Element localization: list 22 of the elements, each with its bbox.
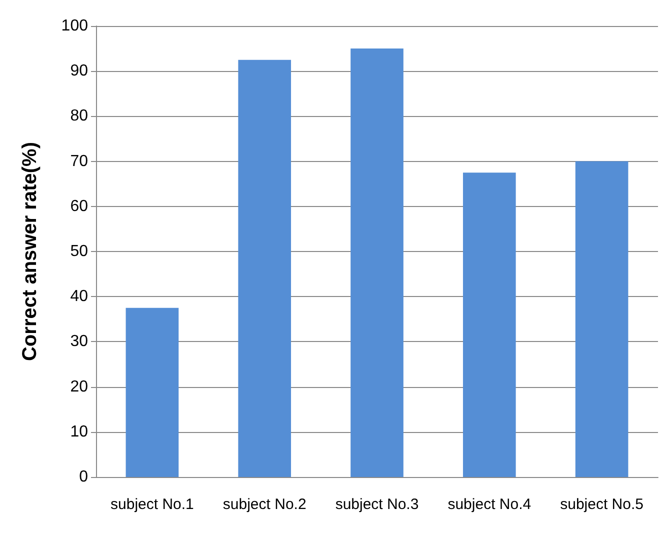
y-tick-label: 30 xyxy=(70,333,88,350)
y-axis-title: Correct answer rate(%) xyxy=(19,142,41,361)
y-tick-label: 40 xyxy=(70,288,88,306)
x-tick-label: subject No.4 xyxy=(448,496,532,513)
x-tick-label: subject No.1 xyxy=(110,496,194,513)
bar xyxy=(575,161,628,477)
y-tick-label: 80 xyxy=(70,108,88,125)
y-tick-label: 0 xyxy=(79,468,88,486)
bar xyxy=(462,172,516,477)
bar xyxy=(350,48,404,477)
y-tick-label: 70 xyxy=(70,152,88,170)
y-tick-label: 90 xyxy=(70,62,88,80)
x-tick-label: subject No.5 xyxy=(560,496,644,513)
y-tick-label: 60 xyxy=(70,198,88,215)
x-tick-label: subject No.2 xyxy=(222,496,306,513)
bar xyxy=(238,60,292,477)
bar xyxy=(126,308,179,477)
y-tick-label: 50 xyxy=(70,243,88,260)
y-tick-label: 20 xyxy=(70,378,88,396)
y-tick-label: 10 xyxy=(70,423,88,440)
x-tick-label: subject No.3 xyxy=(335,496,419,513)
y-tick-label: 100 xyxy=(61,18,88,34)
